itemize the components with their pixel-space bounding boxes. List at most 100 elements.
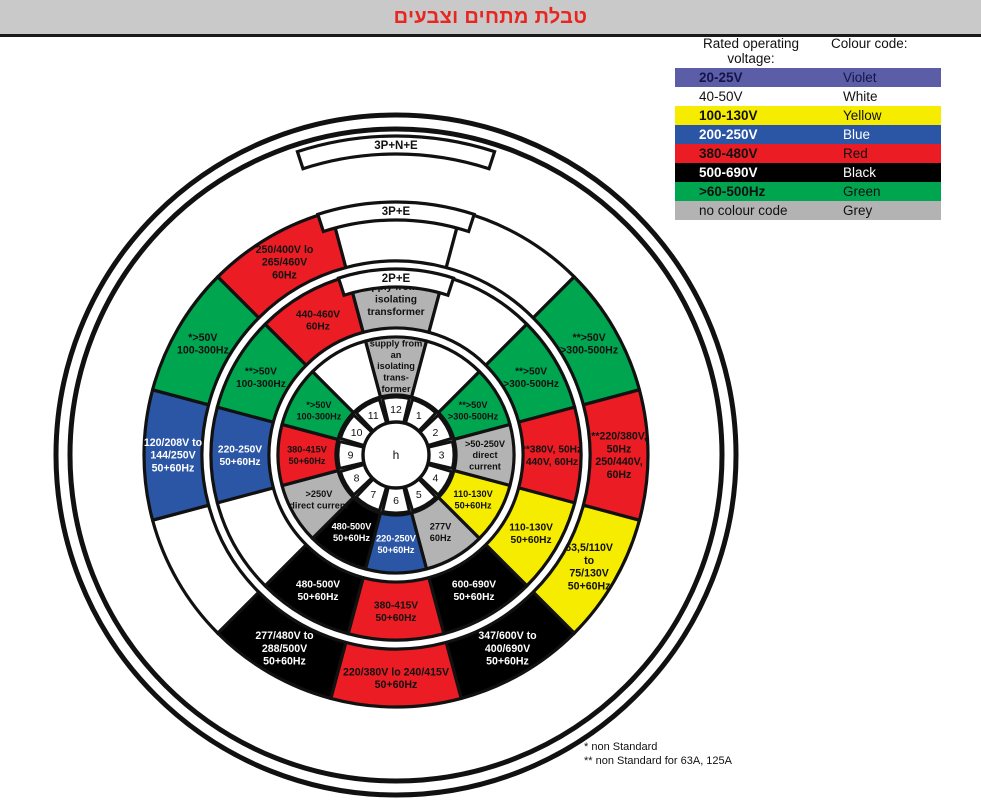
legend-colour-label: Red [843, 146, 868, 161]
wheel-segment[interactable] [263, 274, 365, 367]
legend-header-colour: Colour code: [831, 36, 908, 51]
legend-row: no colour code Grey [675, 201, 941, 220]
segment-label-line: 60Hz [607, 469, 632, 481]
ring-2: supply from anisolatingtransformer**>50V… [209, 268, 583, 642]
segment-label-line: direct current [289, 500, 348, 510]
legend-voltage-label: 200-250V [699, 127, 758, 142]
wheel-segment-label: 220-250V 50+60Hz [218, 444, 262, 467]
segment-label-line: 75/130V [569, 568, 608, 580]
clock-number: 6 [393, 495, 399, 507]
legend-row: 380-480V Red [675, 144, 941, 163]
legend-row: >60-500Hz Green [675, 182, 941, 201]
clock-number: 12 [390, 404, 402, 416]
segment-label-line: 220/380V lo 240/415V [343, 666, 449, 678]
segment-label-line: 60Hz [306, 322, 330, 333]
segment-label-line: 100-300Hz [296, 411, 341, 421]
legend-colour-label: Blue [843, 127, 871, 142]
segment-label-line: 50+60Hz [333, 533, 370, 543]
segment-label-line: >250V [306, 489, 334, 499]
wheel-hub [361, 420, 431, 490]
legend-colour-label: Violet [843, 70, 877, 85]
legend-voltage-label: no colour code [699, 203, 788, 218]
footnote-double-star: ** non Standard for 63A, 125A [584, 755, 732, 767]
band-label-plate [315, 200, 477, 234]
wheel-segment-label: 110-130V 50+60Hz [509, 522, 553, 545]
legend-colour-label: White [843, 89, 878, 104]
segment-label-line: transformer [367, 307, 424, 318]
segment-label-line: 50+60Hz [375, 679, 418, 691]
segment-label-line: current [469, 462, 501, 472]
segment-label-line: **380V, 50Hz [522, 444, 582, 455]
legend-row: 500-690V Black [675, 163, 941, 182]
segment-label-line: 220-250V [218, 444, 262, 455]
segment-label-line: 250/440V, [595, 456, 642, 468]
segment-label-line: 100-300Hz [236, 379, 286, 390]
segment-label-line: 50+60Hz [511, 535, 552, 546]
segment-label-line: direct [472, 450, 497, 460]
segment-label-line: 50Hz [607, 443, 632, 455]
segment-label-line: 480-500V [296, 579, 340, 590]
clock-number: 10 [351, 427, 363, 439]
wheel-svg: **>50V>300-500Hz**220/380V,50Hz250/440V,… [53, 112, 739, 798]
title-bar: טבלת מתחים וצבעים [0, 0, 981, 37]
segment-label-line: 600-690V [452, 579, 496, 590]
segment-label-line: >300-500Hz [560, 345, 618, 357]
segment-label-line: 220-250V [376, 534, 417, 544]
clock-number: 5 [416, 489, 422, 501]
clock-number: 7 [370, 489, 376, 501]
segment-label-line: 277/480V to [255, 630, 314, 642]
wheel-segment[interactable] [310, 339, 383, 415]
segment-label-line: 50+60Hz [453, 592, 494, 603]
clock-number: 3 [439, 450, 445, 462]
segment-label-line: former [381, 384, 411, 394]
legend-header-voltage: Rated operating voltage: [675, 36, 831, 66]
wheel-segment-label: 440-460V 60Hz [296, 309, 340, 332]
segment-label-line: >300-500Hz [448, 411, 499, 421]
segment-label-line: 288/500V [262, 643, 307, 655]
legend-header-row: Rated operating voltage: Colour code: [675, 36, 943, 66]
segment-label-line: 265/460V [262, 257, 307, 269]
wheel-segment-label: **>50V 100-300Hz [236, 366, 286, 389]
segment-label-line: 50+60Hz [486, 656, 529, 668]
segment-label-line: 50+60Hz [219, 457, 260, 468]
legend-row: 200-250V Blue [675, 125, 941, 144]
legend-voltage-label: 500-690V [699, 165, 758, 180]
segment-label-line: 50+60Hz [377, 545, 414, 555]
hub-label: h [393, 448, 400, 462]
footnotes: * non Standard ** non Standard for 63A, … [584, 740, 732, 768]
band-label-plate [336, 267, 456, 298]
segment-label-line: 63,5/110V [565, 542, 613, 554]
legend-table: Rated operating voltage: Colour code: 20… [675, 36, 943, 220]
wheel-segment[interactable] [216, 209, 348, 320]
segment-label-line: 110-130V [509, 522, 553, 533]
legend-colour-label: Green [843, 184, 881, 199]
footnote-single-star: * non Standard [584, 741, 658, 753]
segment-label-line: >50-250V [465, 439, 506, 449]
legend-row: 40-50V White [675, 87, 941, 106]
segment-label-line: an [391, 350, 402, 360]
band-label-group: 3P+N+E [295, 134, 497, 171]
band-label-group: 2P+E [336, 267, 456, 298]
page-title: טבלת מתחים וצבעים [393, 5, 588, 28]
legend-voltage-label: 100-130V [699, 108, 758, 123]
legend-header-voltage-line2: voltage: [727, 51, 775, 66]
wheel-segment-label: **380V, 50Hz 440V, 60Hz [522, 444, 582, 467]
segment-label-line: *>50V [306, 400, 332, 410]
segment-label-line: >300-500Hz [503, 379, 559, 390]
segment-label-line: **>50V [459, 400, 489, 410]
legend-colour-label: Black [843, 165, 877, 180]
clock-number: 11 [368, 410, 379, 422]
legend-voltage-label: 40-50V [699, 89, 743, 104]
